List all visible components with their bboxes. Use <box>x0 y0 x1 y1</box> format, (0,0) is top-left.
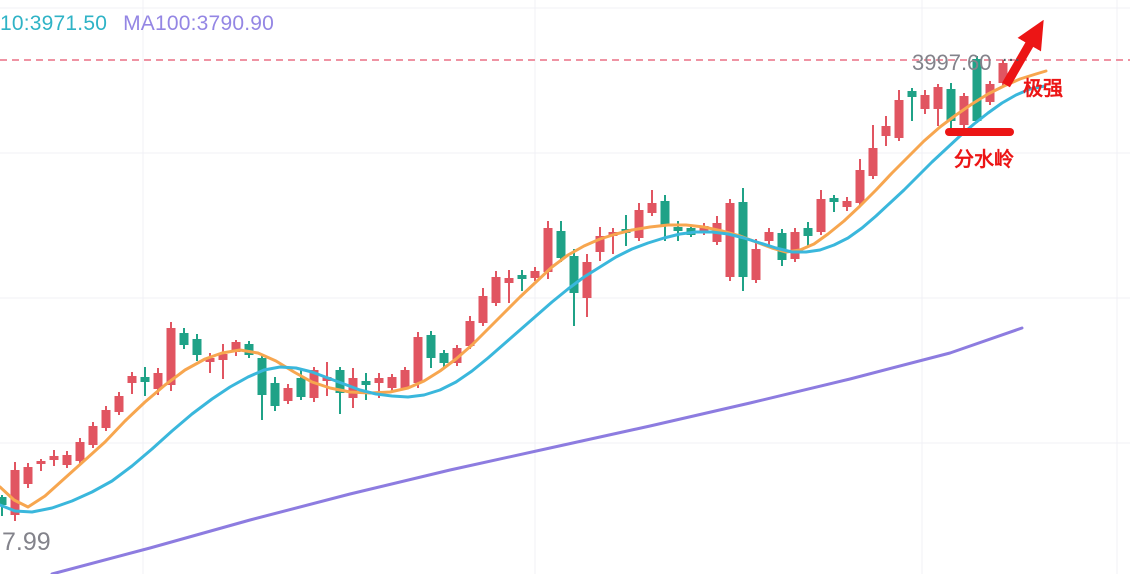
ma-line-MA100-purple <box>50 326 1024 574</box>
candle-body <box>764 232 774 241</box>
candle-body <box>62 455 72 465</box>
candle-body <box>907 91 917 97</box>
candle-body <box>0 497 7 505</box>
candle-body <box>179 333 189 345</box>
candle-body <box>426 335 436 358</box>
candle-body <box>140 377 150 382</box>
candle-body <box>257 358 267 395</box>
candle-body <box>738 202 748 277</box>
candle-body <box>465 321 475 346</box>
candle-body <box>439 353 449 363</box>
bottom-left-price-label: 7.99 <box>2 528 51 556</box>
candle-body <box>101 410 111 428</box>
candle-body <box>582 262 592 298</box>
candle-body <box>231 342 241 352</box>
candle-body <box>933 87 943 109</box>
candle-body <box>894 100 904 138</box>
candle-body <box>205 358 215 362</box>
candle-body <box>296 378 306 397</box>
ma10-value-label: 10:3971.50 <box>0 12 108 35</box>
price-ellipsis-dots: … <box>1001 44 1023 66</box>
candle-body <box>452 348 462 363</box>
candle-body <box>751 249 761 280</box>
candle-body <box>920 95 930 109</box>
candle-body <box>517 275 527 279</box>
candle-body <box>816 199 826 232</box>
candle-body <box>244 344 254 355</box>
candle-body <box>647 203 657 213</box>
candle-body <box>504 278 514 283</box>
candle-body <box>361 381 371 385</box>
candle-body <box>75 442 85 461</box>
last-price-label: 3997.60 <box>912 50 992 75</box>
candle-body <box>868 148 878 176</box>
candle-body <box>23 467 33 484</box>
candle-body <box>673 227 683 231</box>
candle-body <box>881 126 891 136</box>
ma-line-MA-fast-orange <box>0 69 1048 509</box>
candle-body <box>88 426 98 445</box>
candle-body <box>153 373 163 389</box>
candle-body <box>530 271 540 278</box>
candle-body <box>49 456 59 460</box>
candle-body <box>569 256 579 293</box>
candle-body <box>114 396 124 412</box>
candle-body <box>998 63 1008 83</box>
candle-body <box>192 339 202 355</box>
candle-body <box>218 354 228 360</box>
candle-body <box>829 198 839 202</box>
candle-body <box>10 470 20 515</box>
candle-body <box>36 461 46 464</box>
candle-body <box>855 170 865 203</box>
candle-body <box>725 203 735 277</box>
candle-body <box>634 210 644 238</box>
candle-body <box>478 296 488 323</box>
candle-body <box>803 228 813 236</box>
candle-body <box>556 231 566 258</box>
candle-body <box>491 277 501 303</box>
candle-body <box>270 383 280 406</box>
candle-body <box>595 236 605 252</box>
ma-line-MA10-cyan <box>0 84 1047 514</box>
candle-body <box>790 232 800 259</box>
candle-body <box>283 388 293 401</box>
ma-indicator-labels: 10:3971.50 MA100:3790.90 <box>0 12 274 36</box>
candle-body <box>842 201 852 207</box>
ma100-value-label: MA100:3790.90 <box>123 12 274 35</box>
candle-body <box>543 228 553 272</box>
candle-body <box>374 378 384 383</box>
candle-body <box>660 201 670 226</box>
candle-body <box>166 328 176 385</box>
breakout-arrow <box>1002 19 1044 88</box>
candle-body <box>777 233 787 260</box>
annotation-extremely-strong: 极强 <box>1023 78 1063 100</box>
candle-body <box>413 337 423 383</box>
candle-body <box>699 226 709 232</box>
candle-body <box>387 377 397 388</box>
candle-body <box>972 59 982 121</box>
annotation-watershed: 分水岭 <box>954 149 1014 171</box>
candle-body <box>400 370 410 388</box>
candle-body <box>946 89 956 121</box>
candle-body <box>127 376 137 383</box>
